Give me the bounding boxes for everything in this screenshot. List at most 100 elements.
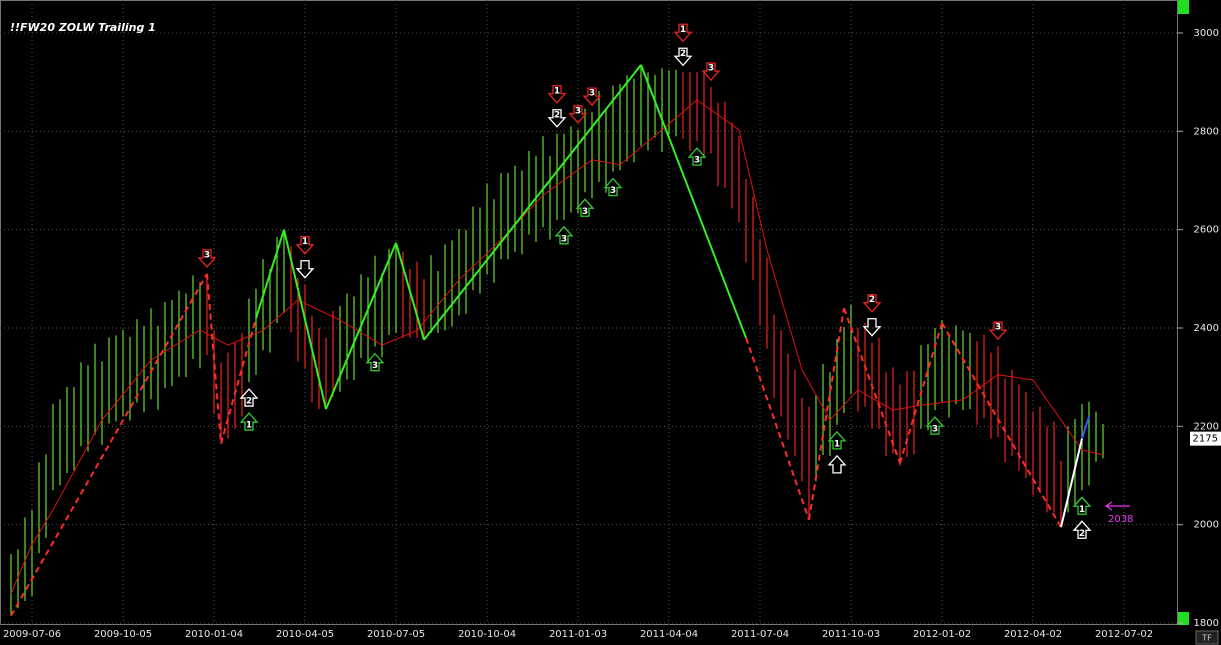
arrow-shape bbox=[547, 85, 567, 104]
arrow-label: 1 bbox=[834, 439, 840, 449]
zigzag-segment bbox=[283, 229, 327, 410]
arrow-shape bbox=[547, 109, 567, 128]
chart-title: !!FW20 ZOLW Trailing 1 bbox=[10, 21, 156, 34]
x-tick-label: 2012-01-02 bbox=[913, 629, 971, 640]
arrow-shape bbox=[862, 318, 882, 337]
zigzag-segment bbox=[255, 229, 285, 319]
zigzag-segment bbox=[899, 322, 943, 464]
zigzag-segment bbox=[1060, 438, 1083, 528]
zigzag-segment bbox=[808, 308, 845, 520]
signal-arrow: 3 bbox=[365, 352, 385, 372]
arrow-label: 3 bbox=[561, 234, 567, 244]
x-tick-label: 2012-07-02 bbox=[1095, 629, 1153, 640]
zigzag-segment bbox=[1081, 416, 1090, 439]
y-tick-label: 1800 bbox=[1194, 618, 1219, 629]
arrow-shape bbox=[1072, 496, 1092, 515]
arrow-shape bbox=[197, 249, 217, 268]
arrow-label: 2 bbox=[869, 295, 875, 305]
arrow-label: 1 bbox=[246, 421, 252, 431]
y-tick-label: 2400 bbox=[1194, 323, 1219, 334]
zigzag-segment bbox=[10, 273, 208, 617]
arrow-shape bbox=[925, 416, 945, 435]
signal-arrow: 1 bbox=[1072, 496, 1092, 515]
arrow-label: 3 bbox=[610, 186, 616, 196]
signal-arrow: 3 bbox=[582, 87, 602, 107]
arrow-shape bbox=[239, 388, 259, 407]
arrow-shape bbox=[295, 236, 315, 255]
arrow-label: 3 bbox=[204, 250, 210, 260]
signal-arrow: 1 bbox=[547, 85, 567, 104]
signal-arrow: 3 bbox=[575, 198, 595, 217]
arrow-label: 3 bbox=[694, 156, 700, 166]
arrow-shape bbox=[687, 147, 707, 166]
arrow-label: 3 bbox=[932, 425, 938, 435]
signal-arrow: 1 bbox=[673, 23, 693, 43]
arrow-shape bbox=[582, 87, 602, 107]
signal-arrow: 3 bbox=[603, 177, 623, 197]
zigzag-segment bbox=[423, 64, 642, 341]
signal-arrow: 2 bbox=[547, 109, 567, 128]
arrow-label: 3 bbox=[995, 323, 1001, 333]
arrow-shape bbox=[862, 294, 882, 313]
arrow-shape bbox=[365, 352, 385, 372]
signal-arrow bbox=[295, 260, 315, 279]
x-tick-label: 2009-07-06 bbox=[3, 629, 61, 640]
signal-arrow: 2 bbox=[1072, 520, 1092, 539]
arrow-shape bbox=[988, 321, 1008, 341]
arrow-shape bbox=[568, 105, 588, 124]
scroll-handle[interactable] bbox=[1178, 612, 1189, 625]
signal-arrow: 1 bbox=[239, 412, 259, 431]
y-tick-label: 2800 bbox=[1194, 126, 1219, 137]
annotation-label: 2038 bbox=[1108, 514, 1133, 525]
x-tick-label: 2011-04-04 bbox=[640, 629, 698, 640]
arrow-shape bbox=[575, 198, 595, 217]
signal-arrow: 3 bbox=[701, 62, 721, 82]
arrow-shape bbox=[554, 225, 574, 245]
zigzag-segment bbox=[843, 307, 901, 464]
arrow-label: 2 bbox=[1079, 529, 1085, 539]
signal-arrow bbox=[827, 454, 847, 474]
zigzag-segment bbox=[395, 242, 425, 341]
x-tick-label: 2011-10-03 bbox=[822, 629, 880, 640]
signal-arrow bbox=[862, 318, 882, 337]
signal-arrow: 2 bbox=[862, 294, 882, 313]
x-tick-label: 2010-04-05 bbox=[276, 629, 334, 640]
arrow-label: 1 bbox=[680, 25, 686, 35]
arrow-shape bbox=[603, 177, 623, 197]
arrow-label: 3 bbox=[582, 207, 588, 217]
y-tick-label: 2200 bbox=[1194, 421, 1219, 432]
signal-arrow: 3 bbox=[568, 105, 588, 124]
arrow-shape bbox=[827, 430, 847, 450]
signal-arrow: 1 bbox=[295, 236, 315, 255]
signal-arrow: 3 bbox=[925, 416, 945, 435]
arrow-shape bbox=[295, 260, 315, 279]
arrow-label: 2 bbox=[680, 49, 686, 59]
signal-arrow: 3 bbox=[687, 147, 707, 166]
zigzag-segment bbox=[640, 64, 747, 339]
signal-arrow: 2 bbox=[239, 388, 259, 407]
moving-average bbox=[10, 99, 1104, 594]
price-label: 2175 bbox=[1193, 434, 1218, 445]
scroll-handle[interactable] bbox=[1178, 0, 1189, 14]
arrow-label: 2 bbox=[246, 397, 252, 407]
arrow-shape bbox=[827, 454, 847, 474]
arrow-label: 3 bbox=[708, 64, 714, 74]
arrow-label: 1 bbox=[302, 237, 308, 247]
x-tick-label: 2010-10-04 bbox=[458, 629, 516, 640]
tf-box[interactable] bbox=[1195, 630, 1219, 645]
arrow-shape bbox=[673, 23, 693, 43]
x-tick-label: 2011-07-04 bbox=[731, 629, 789, 640]
zigzag-segment bbox=[745, 337, 810, 521]
signal-arrow: 3 bbox=[988, 321, 1008, 341]
arrow-shape bbox=[701, 62, 721, 82]
signal-arrow: 2 bbox=[673, 47, 693, 67]
arrow-label: 2 bbox=[554, 110, 560, 120]
x-tick-label: 2009-10-05 bbox=[94, 629, 152, 640]
arrow-label: 1 bbox=[1079, 505, 1085, 515]
annotation-arrow bbox=[1104, 501, 1130, 511]
signal-arrow: 3 bbox=[554, 225, 574, 245]
arrow-label: 1 bbox=[554, 86, 560, 96]
